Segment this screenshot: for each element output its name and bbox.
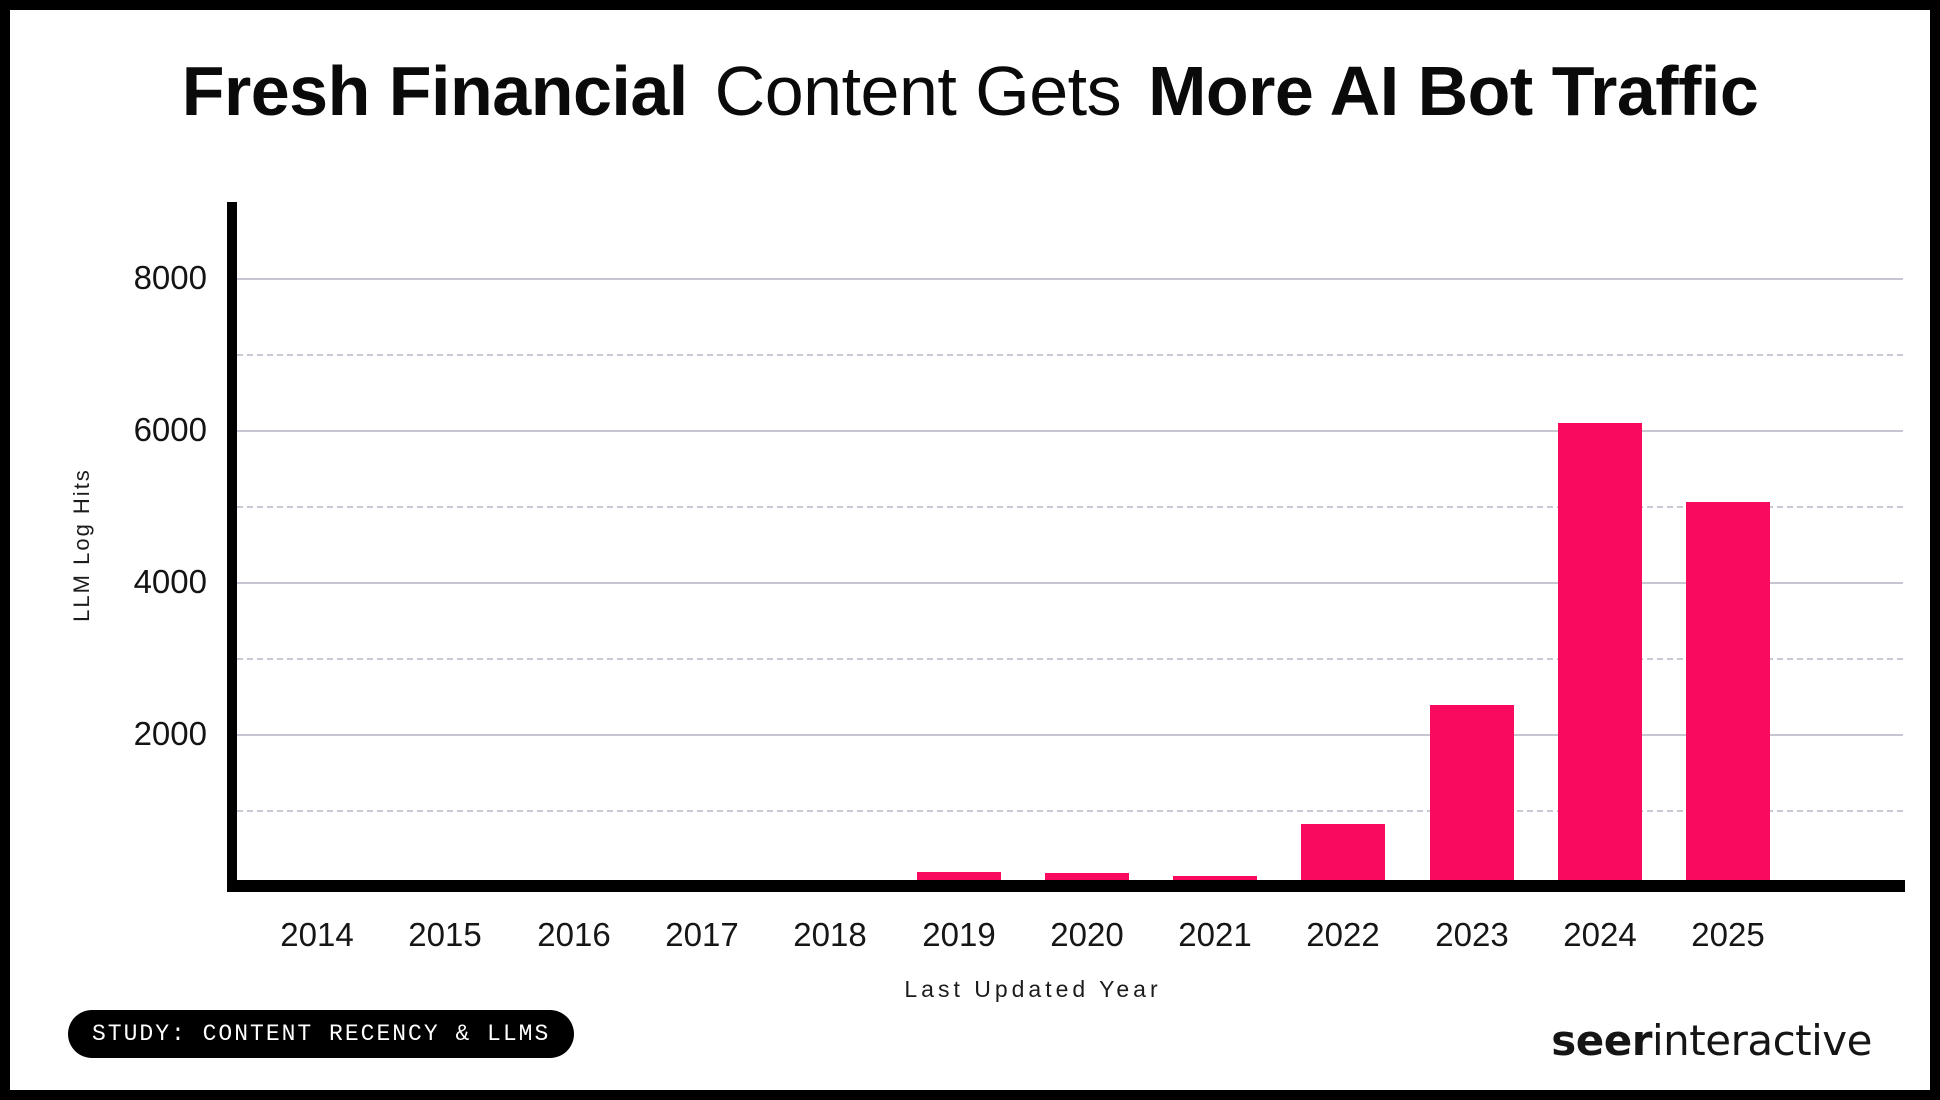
bar-2025 (1686, 502, 1770, 886)
x-tick-label-2020: 2020 (1050, 916, 1124, 953)
x-tick-label-2021: 2021 (1178, 916, 1252, 953)
x-tick-label-2022: 2022 (1306, 916, 1380, 953)
x-axis-spine (227, 880, 1905, 892)
title-bold-lead: Fresh Financial (181, 52, 688, 130)
y-tick-label-8000: 8000 (133, 259, 207, 296)
gridline-8000 (237, 278, 1903, 280)
bar-2023 (1430, 705, 1514, 886)
x-tick-label-2017: 2017 (665, 916, 739, 953)
x-tick-label-2024: 2024 (1563, 916, 1637, 953)
x-tick-label-2025: 2025 (1691, 916, 1765, 953)
study-badge: STUDY: CONTENT RECENCY & LLMS (68, 1010, 575, 1058)
x-tick-label-2015: 2015 (408, 916, 482, 953)
brand-logo-bold: seer (1551, 1016, 1652, 1065)
brand-logo-regular: interactive (1651, 1016, 1873, 1065)
bar-2022 (1301, 824, 1385, 886)
gridline-3000 (237, 658, 1903, 660)
gridline-2000 (237, 734, 1903, 736)
brand-logo: seerinteractive (1551, 1016, 1872, 1065)
gridline-7000 (237, 354, 1903, 356)
gridline-5000 (237, 506, 1903, 508)
page-title: Fresh Financial Content Gets More AI Bot… (10, 54, 1930, 128)
gridline-4000 (237, 582, 1903, 584)
chart-stage: Fresh Financial Content Gets More AI Bot… (10, 10, 1930, 1090)
title-bold-tail: More AI Bot Traffic (1148, 52, 1759, 130)
x-tick-label-2019: 2019 (922, 916, 996, 953)
x-axis-title: Last Updated Year (904, 976, 1162, 1002)
y-axis-title: LLM Log Hits (69, 468, 94, 622)
x-tick-label-2018: 2018 (793, 916, 867, 953)
y-tick-label-6000: 6000 (133, 411, 207, 448)
y-axis-spine (227, 202, 237, 892)
x-tick-label-2016: 2016 (537, 916, 611, 953)
x-tick-label-2014: 2014 (280, 916, 354, 953)
bar-2024 (1558, 423, 1642, 886)
gridline-6000 (237, 430, 1903, 432)
title-regular-mid: Content Gets (714, 52, 1122, 130)
y-tick-label-2000: 2000 (133, 715, 207, 752)
y-tick-label-4000: 4000 (133, 563, 207, 600)
x-tick-label-2023: 2023 (1435, 916, 1509, 953)
gridline-1000 (237, 810, 1903, 812)
